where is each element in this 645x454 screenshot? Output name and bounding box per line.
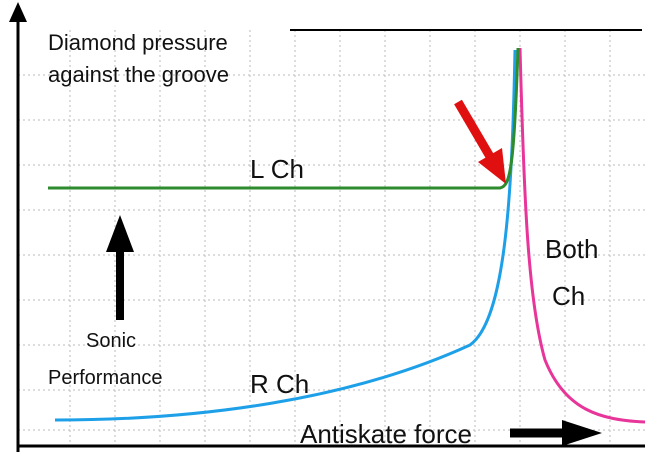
sonic-label: Sonic [86, 330, 136, 352]
right-channel-curve [54, 49, 517, 422]
left-channel-curve [48, 47, 520, 190]
both-channel-curve [518, 47, 645, 424]
sonic-label: Performance [48, 367, 163, 389]
left-channel-label: L Ch [250, 154, 304, 184]
y-axis-arrow [9, 2, 27, 22]
red-arrow-head [478, 148, 506, 184]
both-channel-label: Both [545, 234, 599, 264]
y-axis-label: Diamond pressure [48, 30, 228, 55]
up-arrow-head [106, 215, 134, 252]
both-channel-label: Ch [552, 281, 585, 311]
red-arrow-shaft [454, 99, 496, 163]
right-arrow-head [562, 420, 602, 446]
right-channel-label: R Ch [250, 369, 309, 399]
y-axis-label: against the groove [48, 62, 229, 87]
x-axis-label: Antiskate force [300, 419, 472, 449]
